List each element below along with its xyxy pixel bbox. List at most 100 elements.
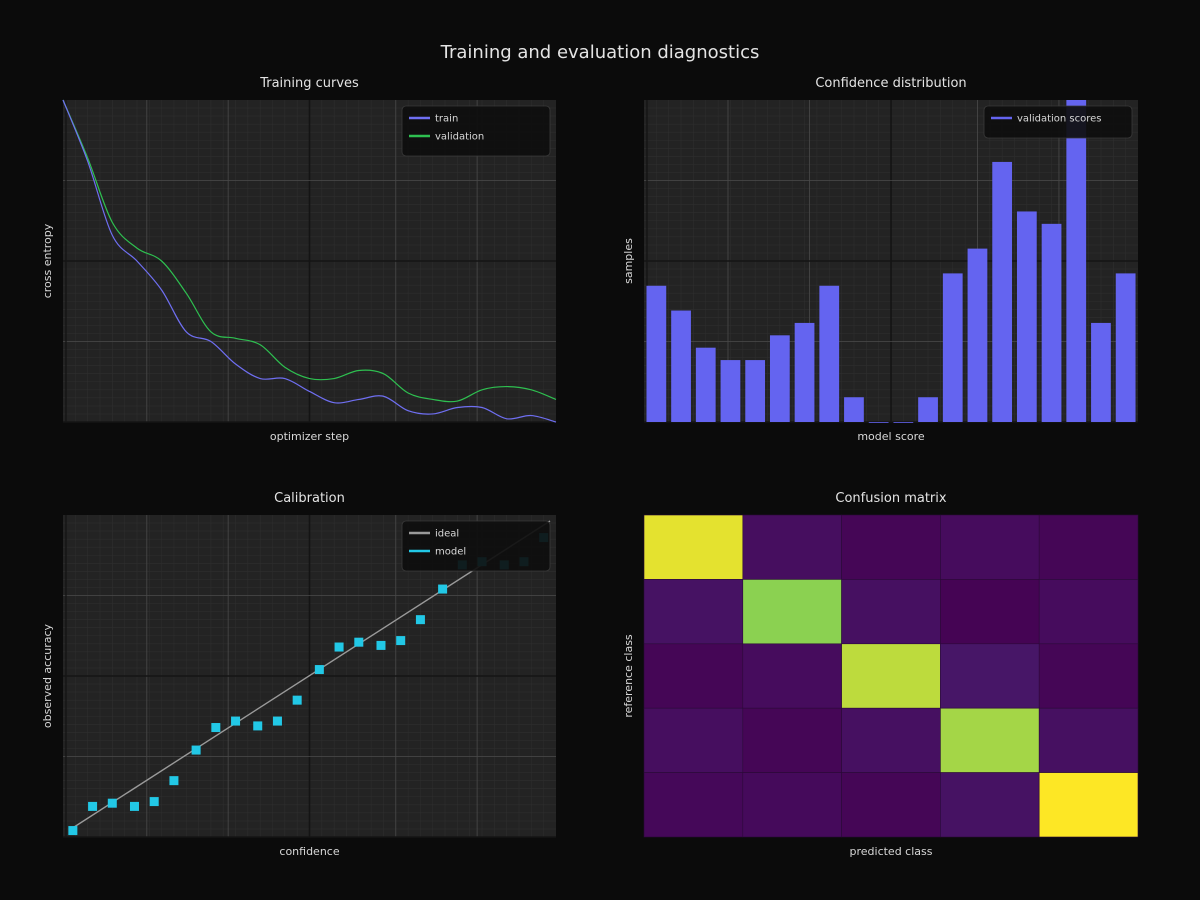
heatmap-cell [940,514,1040,580]
heatmap-cell [940,772,1040,838]
bar [1091,322,1111,422]
bar [671,310,691,422]
x-axis-label: predicted class [850,845,933,858]
bar [745,360,766,422]
legend-entry: train [435,114,458,125]
legend: ideal model [401,520,551,572]
scatter-point [191,745,201,755]
scatter-point [107,798,117,808]
bar [695,347,716,422]
heatmap-cell [742,707,842,773]
panel-1: Training curves optimizer step cross entro… [41,76,557,443]
y-axis-label: samples [622,238,635,284]
bar [844,397,864,422]
bar [819,285,840,422]
ideal-line [70,520,551,830]
panel-title: Confidence distribution [815,76,966,91]
bars [646,100,1136,423]
scatter-point [314,665,324,675]
scatter-point [376,640,386,650]
scatter-point [272,716,282,726]
bar [1066,100,1087,422]
major-grid [63,100,556,422]
legend-box [401,520,551,572]
heatmap-cell [742,772,842,838]
heatmap-cell [940,643,1040,709]
panel-title: Training curves [259,76,359,91]
series-line-train [62,99,557,423]
heatmap-cells [643,514,1139,838]
scatter-point [231,716,241,726]
legend-entry: ideal [435,529,459,540]
bar [868,422,889,423]
scatter-point [169,776,179,786]
legend-entry: model [435,547,466,558]
scatter-point [292,695,302,705]
bar [918,397,938,422]
heatmap-cell [940,579,1040,645]
heatmap-cell [841,643,941,709]
heatmap-cell [643,772,744,838]
panel-title: Calibration [274,491,345,506]
heatmap-cell [742,643,842,709]
legend: validation scores [983,105,1133,139]
scatter-point [354,637,364,647]
heatmap-cell [742,514,842,580]
heatmap-cell [643,579,744,645]
bar [1041,223,1062,422]
scatter-point [334,642,344,652]
bar [794,322,815,422]
panel-3: Calibration confidence observed accuracy id… [41,491,556,858]
heatmap-cell [841,707,941,773]
legend: train validation [401,105,551,157]
x-axis-label: confidence [279,845,339,858]
legend-entry: validation scores [1017,114,1102,125]
panel-title: Confusion matrix [835,491,946,506]
y-axis-label: cross entropy [41,223,54,298]
heatmap-cell [643,707,744,773]
scatter-point [253,721,263,731]
heatmap-cell [1038,514,1139,580]
heatmap-cell [940,707,1040,773]
heatmap-cell [1038,579,1139,645]
bar [942,273,963,422]
heatmap-cell [643,514,744,580]
scatter-point [438,584,448,594]
heatmap-cell [841,579,941,645]
bar [893,422,914,423]
heatmap-cell [1038,643,1139,709]
heatmap-cell [643,643,744,709]
bar [1115,273,1136,422]
y-axis-label: observed accuracy [41,623,54,728]
heatmap-cell [841,514,941,580]
heatmap-cell [1038,772,1139,838]
bar [769,335,790,422]
scatter-point [88,801,98,811]
panel-4: Confusion matrix predicted class reference… [622,491,1139,858]
legend-box [401,105,551,157]
bar [646,285,667,422]
heatmap-cell [841,772,941,838]
heatmap-cell [742,579,842,645]
scatter-point [68,826,78,836]
y-axis-label: reference class [622,634,635,718]
x-axis-label: optimizer step [270,430,349,443]
bar [1016,211,1037,422]
series-line-validation [62,99,557,403]
x-axis-label: model score [857,430,925,443]
scatter-point [149,797,159,807]
scatter-point [396,636,406,646]
scatter-point [211,723,221,733]
legend-box [983,105,1133,139]
bar [992,161,1013,422]
scatter-point [129,801,139,811]
scatter-point [415,615,425,625]
legend-entry: validation [435,132,484,143]
figure-title: Training and evaluation diagnostics [440,42,760,63]
bar [720,360,741,422]
panel-2: Confidence distribution model score sample… [622,76,1138,443]
heatmap-cell [1038,707,1139,773]
bar [967,248,988,422]
